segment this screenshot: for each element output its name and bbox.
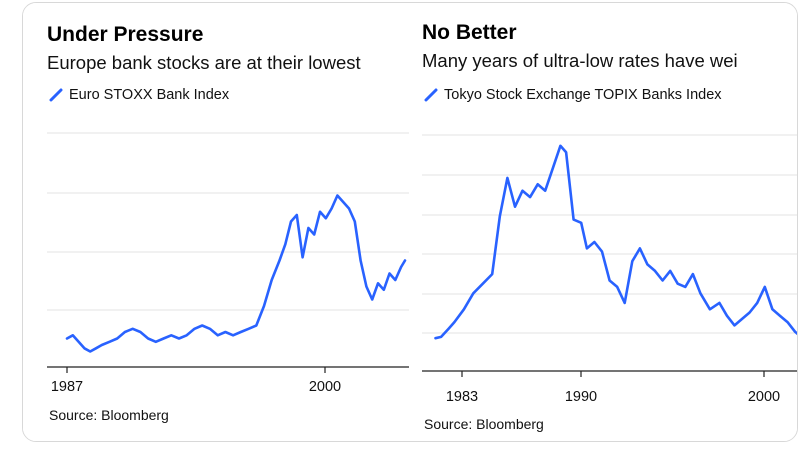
legend-label-right: Tokyo Stock Exchange TOPIX Banks Index (444, 87, 722, 103)
legend-left: Euro STOXX Bank Index (49, 87, 229, 103)
x-tick-label: 1990 (565, 389, 597, 405)
series-line (434, 144, 797, 340)
legend-line-icon (49, 88, 63, 102)
legend-right: Tokyo Stock Exchange TOPIX Banks Index (424, 87, 722, 103)
chart-panel-right: 1983 1990 2000 No Better Many years of ult… (409, 3, 797, 441)
chart-subtitle-right: Many years of ultra-low rates have wei (422, 50, 738, 71)
chart-card: 1987 2000 Under Pressure Europe bank stoc… (22, 2, 798, 442)
x-tick-label: 2000 (748, 389, 780, 405)
x-tick-label: 1983 (446, 389, 478, 405)
chart-right-svg: 1983 1990 2000 (422, 134, 797, 405)
x-tick-label: 2000 (309, 379, 341, 395)
chart-panel-left: 1987 2000 Under Pressure Europe bank stoc… (23, 3, 409, 441)
legend-label-left: Euro STOXX Bank Index (69, 87, 230, 103)
source-left: Source: Bloomberg (49, 407, 169, 423)
series-line (65, 194, 407, 353)
chart-left-svg: 1987 2000 (47, 132, 409, 395)
chart-subtitle-left: Europe bank stocks are at their lowest (47, 52, 361, 73)
chart-title-right: No Better (422, 21, 517, 44)
x-tick-label: 1987 (51, 379, 83, 395)
legend-line-icon (424, 88, 438, 102)
source-right: Source: Bloomberg (424, 416, 544, 432)
chart-title-left: Under Pressure (47, 23, 204, 46)
